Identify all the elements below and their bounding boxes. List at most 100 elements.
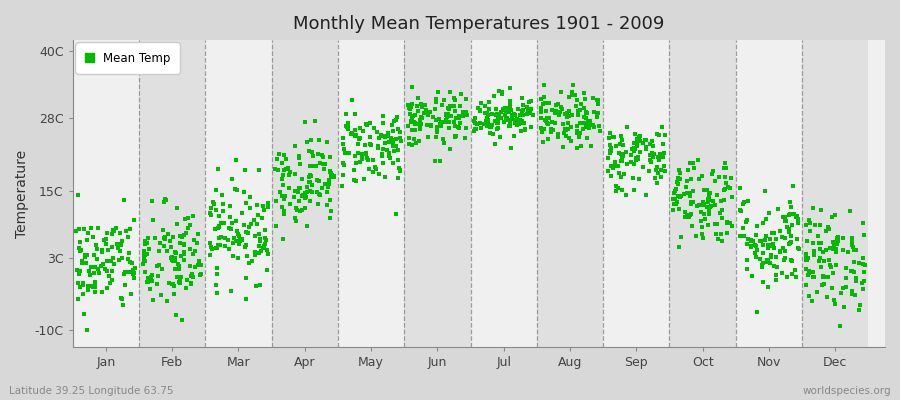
Point — [756, 242, 770, 248]
Point — [166, 280, 180, 287]
Point — [268, 198, 283, 204]
Point — [138, 238, 152, 244]
Point — [214, 233, 229, 240]
Point — [295, 192, 310, 198]
Point — [701, 196, 716, 202]
Point — [587, 124, 601, 130]
Point — [288, 214, 302, 221]
Point — [549, 108, 563, 114]
Point — [480, 123, 494, 130]
Point — [716, 164, 731, 171]
Point — [432, 116, 446, 122]
Point — [614, 151, 628, 157]
Point — [446, 103, 461, 110]
Point — [72, 226, 86, 232]
Point — [811, 233, 825, 239]
Point — [760, 284, 775, 290]
Point — [127, 274, 141, 281]
Point — [632, 134, 646, 140]
Point — [854, 280, 868, 286]
Point — [701, 205, 716, 212]
Point — [752, 238, 767, 244]
Point — [145, 198, 159, 204]
Point — [218, 235, 232, 241]
Point — [498, 112, 512, 119]
Point — [80, 283, 94, 290]
Point — [821, 274, 835, 280]
Point — [74, 247, 88, 253]
Point — [758, 237, 772, 244]
Point — [230, 230, 245, 237]
Point — [122, 269, 137, 276]
Point — [577, 90, 591, 96]
Point — [207, 201, 221, 207]
Point — [673, 193, 688, 199]
Point — [761, 257, 776, 263]
Point — [447, 134, 462, 140]
Point — [420, 109, 435, 116]
Point — [275, 176, 290, 182]
Point — [825, 239, 840, 245]
Point — [767, 245, 781, 251]
Point — [770, 254, 784, 260]
Point — [170, 261, 184, 267]
Point — [776, 213, 790, 220]
Point — [669, 186, 683, 192]
Point — [145, 277, 159, 284]
Point — [386, 117, 400, 124]
Point — [235, 237, 249, 243]
Point — [692, 202, 706, 208]
Point — [791, 246, 806, 252]
Point — [545, 127, 560, 133]
Point — [136, 260, 150, 267]
Point — [789, 236, 804, 242]
Point — [438, 117, 453, 123]
Point — [701, 194, 716, 201]
Point — [420, 134, 435, 140]
Point — [185, 270, 200, 277]
Point — [300, 183, 314, 190]
Point — [846, 259, 860, 265]
Point — [753, 237, 768, 244]
Point — [339, 122, 354, 129]
Point — [626, 174, 640, 181]
Point — [611, 150, 625, 156]
Point — [428, 106, 442, 112]
Point — [814, 206, 829, 213]
Point — [787, 183, 801, 189]
Point — [610, 185, 625, 191]
Point — [555, 106, 570, 112]
Point — [615, 133, 629, 140]
Point — [759, 216, 773, 222]
Point — [518, 126, 533, 133]
Point — [570, 123, 584, 130]
Point — [204, 205, 219, 212]
Point — [538, 116, 553, 123]
Point — [490, 111, 504, 118]
Point — [829, 235, 843, 242]
Point — [94, 249, 109, 255]
Point — [508, 120, 523, 126]
Point — [652, 132, 666, 138]
Bar — [670, 40, 736, 347]
Point — [617, 170, 632, 177]
Point — [657, 168, 671, 174]
Point — [789, 273, 804, 280]
Point — [630, 139, 644, 146]
Point — [559, 126, 573, 133]
Point — [371, 145, 385, 152]
Point — [473, 107, 488, 114]
Point — [625, 159, 639, 166]
Point — [184, 280, 198, 287]
Point — [841, 248, 855, 255]
Point — [322, 154, 337, 160]
Point — [298, 205, 312, 211]
Point — [250, 212, 265, 218]
Point — [552, 132, 566, 139]
Point — [342, 150, 356, 157]
Point — [410, 108, 425, 114]
Point — [303, 178, 318, 185]
Point — [375, 119, 390, 126]
Point — [184, 273, 198, 279]
Point — [448, 108, 463, 114]
